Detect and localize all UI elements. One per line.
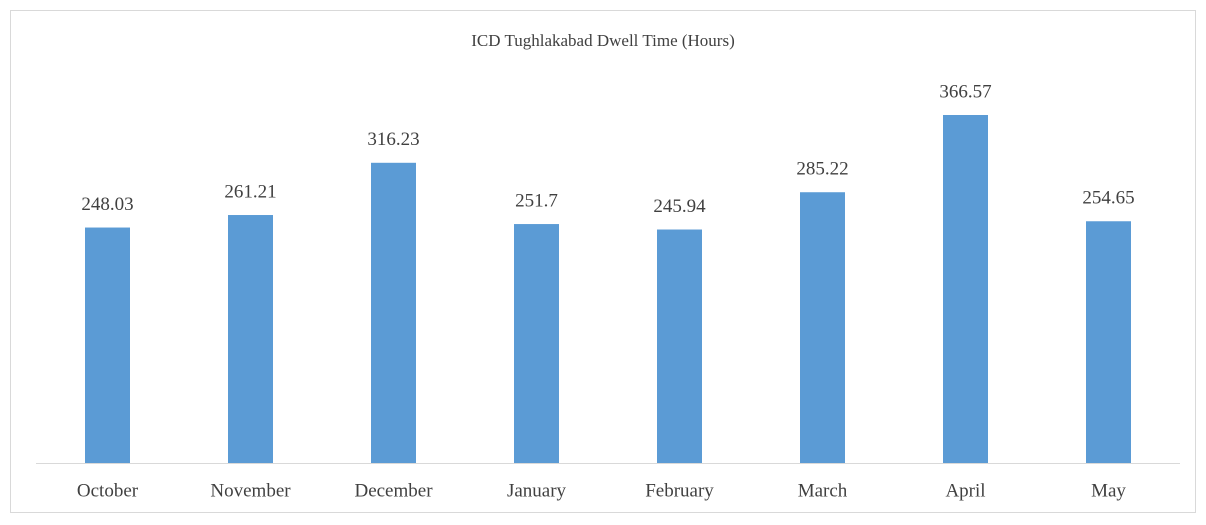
x-tick-label: February [645, 480, 714, 501]
data-label: 261.21 [224, 181, 276, 202]
x-tick-label: October [77, 480, 139, 501]
data-label: 254.65 [1082, 188, 1134, 209]
data-label: 316.23 [367, 129, 419, 150]
bar [228, 215, 273, 463]
x-tick-label: March [798, 480, 848, 501]
chart-frame [10, 10, 1196, 513]
data-label: 248.03 [81, 194, 133, 215]
bar [371, 162, 416, 463]
bar [943, 115, 988, 463]
data-label: 251.7 [515, 190, 558, 211]
x-tick-label: January [507, 480, 567, 501]
bar [1086, 221, 1131, 463]
x-tick-label: November [210, 480, 291, 501]
data-label: 285.22 [796, 159, 848, 180]
bar [514, 224, 559, 463]
bar [657, 229, 702, 463]
data-label: 245.94 [653, 196, 706, 217]
chart-title: ICD Tughlakabad Dwell Time (Hours) [471, 31, 735, 50]
x-tick-label: April [945, 480, 985, 501]
x-tick-label: December [354, 480, 433, 501]
bar [85, 227, 130, 463]
bar [800, 192, 845, 463]
data-label: 366.57 [939, 81, 991, 102]
x-tick-label: May [1091, 480, 1126, 501]
